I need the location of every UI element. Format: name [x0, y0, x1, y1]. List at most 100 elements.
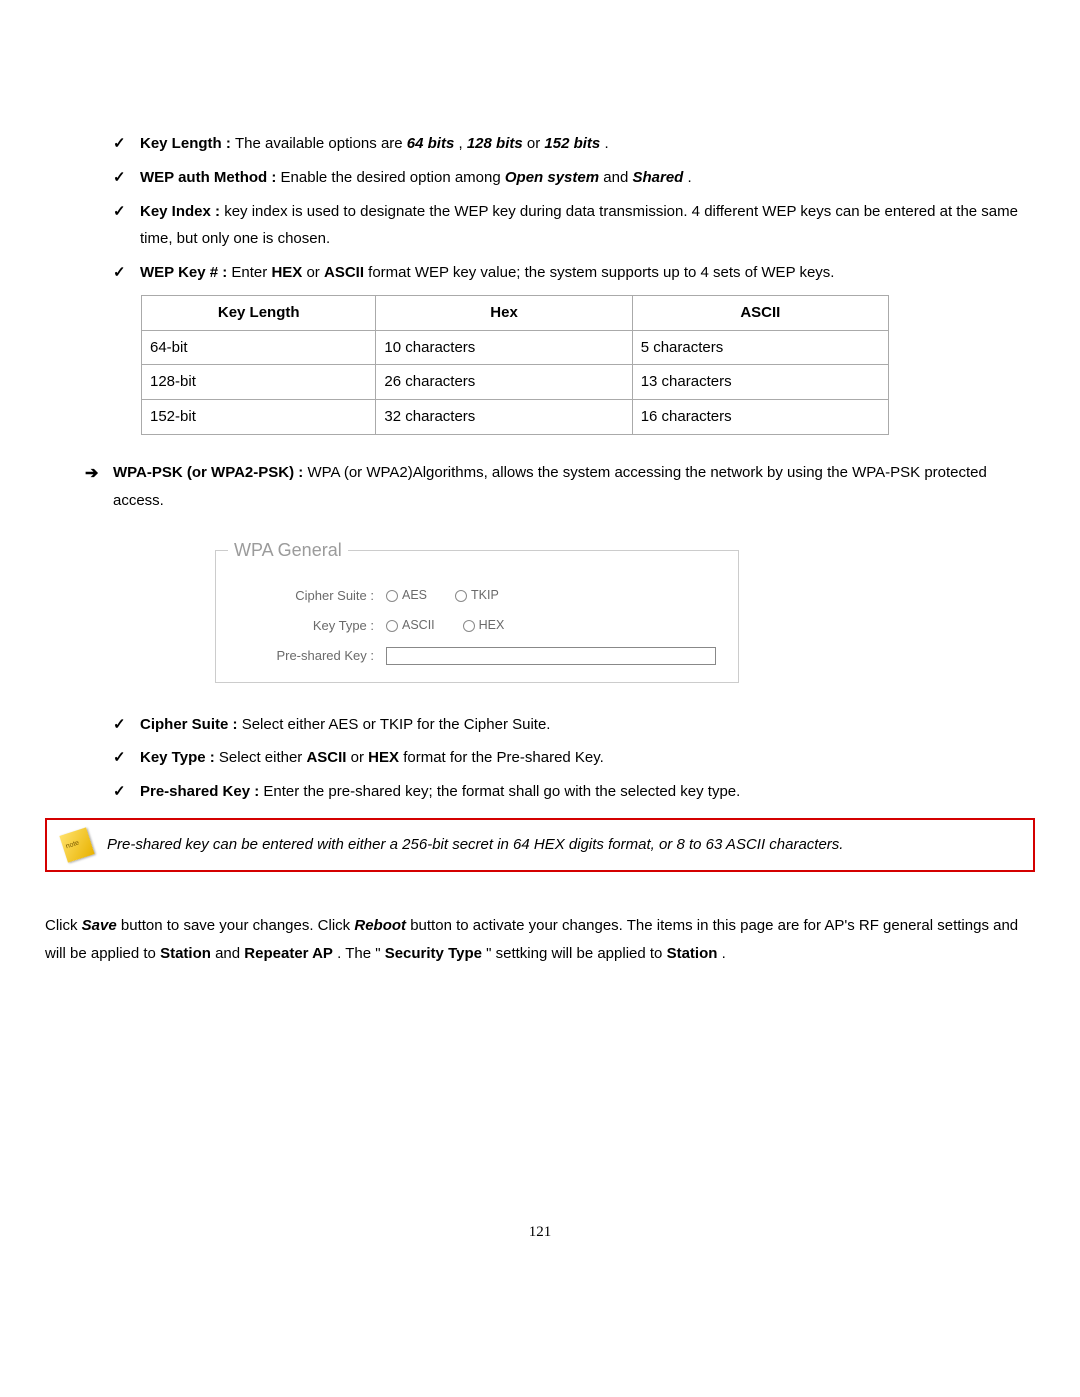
opt: Open system: [505, 169, 599, 186]
opt: Shared: [632, 169, 683, 186]
t: button to save your changes. Click: [121, 917, 354, 934]
wep-table: Key Length Hex ASCII 64-bit 10 character…: [141, 295, 889, 435]
opt: 64 bits: [407, 135, 455, 152]
save-word: Save: [82, 917, 117, 934]
arrow-list: WPA-PSK (or WPA2-PSK) : WPA (or WPA2)Alg…: [45, 459, 1035, 515]
td: 32 characters: [376, 400, 632, 435]
opt: 152 bits: [544, 135, 600, 152]
th: Hex: [376, 295, 632, 330]
list-item: Key Index : key index is used to designa…: [45, 198, 1035, 254]
note-text: Pre-shared key can be entered with eithe…: [107, 834, 843, 857]
list-item: Cipher Suite : Select either AES or TKIP…: [45, 711, 1035, 739]
radio-label: ASCII: [402, 614, 435, 637]
t: " settking will be applied to: [486, 945, 666, 962]
cipher-aes-radio[interactable]: AES: [386, 584, 427, 607]
page-content: Key Length : The available options are 6…: [0, 0, 1080, 1307]
pre-shared-key-input[interactable]: [386, 647, 716, 665]
t: format for the Pre-shared Key.: [403, 749, 604, 766]
key-type-row: Key Type : ASCII HEX: [228, 614, 726, 638]
after: .: [688, 169, 692, 186]
td: 64-bit: [142, 330, 376, 365]
td: 13 characters: [632, 365, 888, 400]
t: Click: [45, 917, 82, 934]
td: 152-bit: [142, 400, 376, 435]
list-item: WEP Key # : Enter HEX or ASCII format WE…: [45, 259, 1035, 287]
b: Station: [160, 945, 211, 962]
b: Repeater AP: [244, 945, 333, 962]
radio-icon: [455, 590, 467, 602]
td: 10 characters: [376, 330, 632, 365]
cipher-suite-row: Cipher Suite : AES TKIP: [228, 584, 726, 608]
item-label: Key Type :: [140, 749, 219, 766]
td: 128-bit: [142, 365, 376, 400]
item-text: Enable the desired option among: [281, 169, 505, 186]
item-label: WEP auth Method :: [140, 169, 281, 186]
sep: or: [527, 135, 545, 152]
final-paragraph: Click Save button to save your changes. …: [45, 912, 1035, 969]
b: ASCII: [324, 264, 364, 281]
list-item: WPA-PSK (or WPA2-PSK) : WPA (or WPA2)Alg…: [45, 459, 1035, 515]
item-label: WPA-PSK (or WPA2-PSK) :: [113, 464, 307, 481]
t: . The ": [337, 945, 380, 962]
radio-icon: [386, 620, 398, 632]
radio-label: TKIP: [471, 584, 499, 607]
sep: ,: [459, 135, 467, 152]
t: and: [215, 945, 244, 962]
t: .: [722, 945, 726, 962]
table-row: 64-bit 10 characters 5 characters: [142, 330, 889, 365]
radio-icon: [386, 590, 398, 602]
sep: and: [603, 169, 632, 186]
item-label: Key Length :: [140, 135, 235, 152]
keytype-hex-radio[interactable]: HEX: [463, 614, 505, 637]
radio-label: AES: [402, 584, 427, 607]
check-list-2: Cipher Suite : Select either AES or TKIP…: [45, 711, 1035, 806]
note-icon: [59, 827, 94, 862]
item-text: Select either AES or TKIP for the Cipher…: [242, 716, 551, 733]
list-item: Key Length : The available options are 6…: [45, 130, 1035, 158]
key-type-radio-group: ASCII HEX: [386, 614, 504, 637]
th: ASCII: [632, 295, 888, 330]
keytype-ascii-radio[interactable]: ASCII: [386, 614, 435, 637]
b: HEX: [271, 264, 302, 281]
wpa-general-panel: WPA General Cipher Suite : AES TKIP Key …: [215, 534, 739, 682]
td: 26 characters: [376, 365, 632, 400]
cipher-suite-radio-group: AES TKIP: [386, 584, 499, 607]
t: format WEP key value; the system support…: [368, 264, 834, 281]
b: Security Type: [385, 945, 482, 962]
item-label: WEP Key # :: [140, 264, 231, 281]
item-label: Cipher Suite :: [140, 716, 242, 733]
page-number: 121: [45, 1219, 1035, 1247]
check-list-1: Key Length : The available options are 6…: [45, 130, 1035, 287]
td: 16 characters: [632, 400, 888, 435]
item-text: The available options are: [235, 135, 407, 152]
radio-icon: [463, 620, 475, 632]
table-header-row: Key Length Hex ASCII: [142, 295, 889, 330]
th: Key Length: [142, 295, 376, 330]
table-row: 152-bit 32 characters 16 characters: [142, 400, 889, 435]
t: or: [351, 749, 369, 766]
note-box: Pre-shared key can be entered with eithe…: [45, 818, 1035, 872]
b: ASCII: [306, 749, 346, 766]
cipher-suite-label: Cipher Suite :: [228, 584, 376, 608]
table-row: 128-bit 26 characters 13 characters: [142, 365, 889, 400]
item-label: Pre-shared Key :: [140, 783, 263, 800]
t: Select either: [219, 749, 307, 766]
cipher-tkip-radio[interactable]: TKIP: [455, 584, 499, 607]
t: Enter: [231, 264, 271, 281]
item-text: Enter the pre-shared key; the format sha…: [263, 783, 740, 800]
td: 5 characters: [632, 330, 888, 365]
after: .: [604, 135, 608, 152]
key-type-label: Key Type :: [228, 614, 376, 638]
b: Station: [667, 945, 718, 962]
t: or: [306, 264, 324, 281]
opt: 128 bits: [467, 135, 523, 152]
reboot-word: Reboot: [354, 917, 406, 934]
list-item: WEP auth Method : Enable the desired opt…: [45, 164, 1035, 192]
item-text: key index is used to designate the WEP k…: [140, 203, 1018, 248]
list-item: Key Type : Select either ASCII or HEX fo…: [45, 744, 1035, 772]
wpa-legend: WPA General: [228, 534, 348, 567]
radio-label: HEX: [479, 614, 505, 637]
psk-row: Pre-shared Key :: [228, 644, 726, 668]
item-label: Key Index :: [140, 203, 224, 220]
list-item: Pre-shared Key : Enter the pre-shared ke…: [45, 778, 1035, 806]
